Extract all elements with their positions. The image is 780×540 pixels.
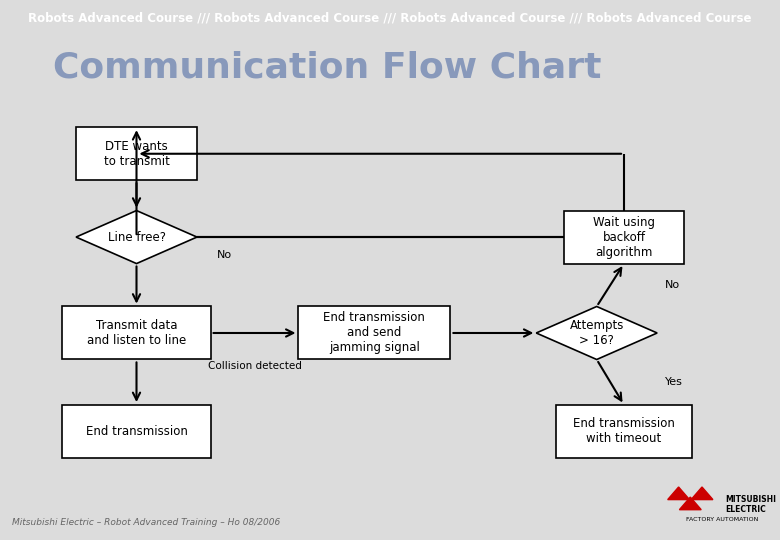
Text: Mitsubishi Electric – Robot Advanced Training – Ho 08/2006: Mitsubishi Electric – Robot Advanced Tra… — [12, 518, 280, 528]
Text: FACTORY AUTOMATION: FACTORY AUTOMATION — [686, 517, 759, 522]
Text: No: No — [217, 249, 232, 260]
FancyBboxPatch shape — [298, 307, 450, 360]
Text: MITSUBISHI
ELECTRIC: MITSUBISHI ELECTRIC — [725, 495, 776, 515]
Text: Wait using
backoff
algorithm: Wait using backoff algorithm — [593, 215, 655, 259]
Polygon shape — [537, 307, 657, 360]
Text: Communication Flow Chart: Communication Flow Chart — [53, 51, 602, 85]
Text: DTE wants
to transmit: DTE wants to transmit — [104, 140, 169, 168]
FancyBboxPatch shape — [62, 307, 211, 360]
Polygon shape — [76, 211, 197, 264]
Text: Collision detected: Collision detected — [207, 361, 301, 371]
FancyBboxPatch shape — [555, 405, 693, 458]
Text: Line free?: Line free? — [108, 231, 165, 244]
Text: Robots Advanced Course /// Robots Advanced Course /// Robots Advanced Course ///: Robots Advanced Course /// Robots Advanc… — [28, 11, 752, 24]
FancyBboxPatch shape — [564, 211, 685, 264]
Text: Yes: Yes — [665, 377, 682, 387]
Text: End transmission
with timeout: End transmission with timeout — [573, 417, 675, 446]
Polygon shape — [668, 487, 690, 500]
Text: Transmit data
and listen to line: Transmit data and listen to line — [87, 319, 186, 347]
Text: End transmission
and send
jamming signal: End transmission and send jamming signal — [324, 312, 425, 354]
Text: No: No — [665, 280, 680, 290]
Polygon shape — [679, 497, 701, 510]
FancyBboxPatch shape — [62, 405, 211, 458]
Text: End transmission: End transmission — [86, 425, 187, 438]
Polygon shape — [691, 487, 713, 500]
Text: Attempts
> 16?: Attempts > 16? — [569, 319, 624, 347]
FancyBboxPatch shape — [76, 127, 197, 180]
